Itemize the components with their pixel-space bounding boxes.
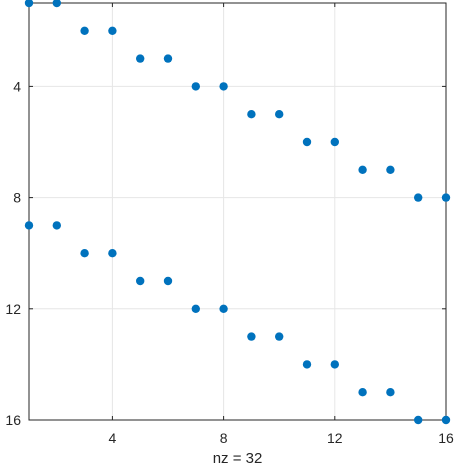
data-point bbox=[330, 360, 339, 369]
y-tick-label: 8 bbox=[13, 190, 21, 206]
y-tick-label: 16 bbox=[5, 412, 21, 428]
data-point bbox=[219, 304, 228, 313]
data-point bbox=[358, 388, 367, 397]
x-tick-label: 8 bbox=[220, 430, 228, 446]
data-point bbox=[247, 110, 256, 119]
data-point bbox=[80, 249, 89, 258]
data-point bbox=[247, 332, 256, 341]
x-tick-label: 12 bbox=[327, 430, 343, 446]
x-tick-label: 16 bbox=[438, 430, 454, 446]
x-tick-labels: 4 8 12 16 bbox=[109, 430, 454, 446]
y-tick-label: 12 bbox=[5, 301, 21, 317]
data-point bbox=[191, 82, 200, 91]
x-axis-label: nz = 32 bbox=[213, 450, 263, 466]
data-point bbox=[24, 0, 34, 8]
data-point bbox=[414, 193, 423, 202]
data-point bbox=[52, 0, 61, 8]
data-point bbox=[191, 304, 200, 313]
data-point bbox=[52, 221, 61, 230]
data-point bbox=[441, 193, 451, 202]
plot-frame bbox=[28, 2, 447, 421]
data-point bbox=[330, 137, 339, 147]
data-point bbox=[302, 360, 312, 369]
data-point bbox=[358, 165, 367, 174]
data-point bbox=[24, 221, 34, 230]
data-point bbox=[302, 137, 312, 147]
data-point bbox=[136, 276, 145, 286]
plot-background bbox=[29, 3, 446, 420]
data-point bbox=[108, 26, 117, 35]
data-point bbox=[163, 276, 173, 286]
data-point bbox=[275, 332, 284, 341]
data-point bbox=[386, 165, 395, 174]
data-point bbox=[163, 54, 173, 63]
y-tick-label: 4 bbox=[13, 78, 21, 94]
data-points bbox=[24, 0, 451, 425]
data-point bbox=[386, 388, 395, 397]
data-point bbox=[414, 415, 423, 425]
data-point bbox=[80, 26, 89, 35]
data-point bbox=[219, 82, 228, 91]
data-point bbox=[441, 415, 451, 425]
x-tick-label: 4 bbox=[109, 430, 117, 446]
y-tick-labels: 4 8 12 16 bbox=[5, 78, 21, 428]
data-point bbox=[275, 110, 284, 119]
data-point bbox=[108, 249, 117, 258]
data-point bbox=[136, 54, 145, 63]
